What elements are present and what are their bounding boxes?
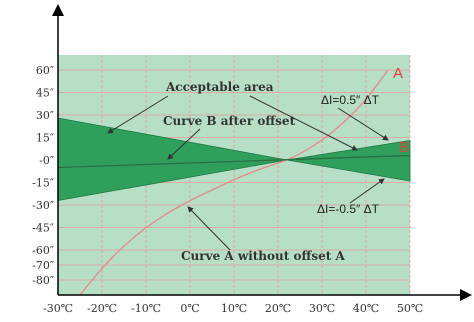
y-tick-label: -0″ xyxy=(39,154,54,167)
delta-pos-label: ΔI=0.5″ ΔT xyxy=(321,93,380,107)
arrow-curve-a xyxy=(187,206,231,251)
x-tick-label: 10℃ xyxy=(221,302,247,315)
arrow-delta-neg xyxy=(349,178,385,204)
y-tick-label: 30″ xyxy=(36,109,54,122)
y-tick-labels: 60″ 45″ 30″ 15″ -0″ -15″ -30″ -45″ -60″ -70″ -80″ xyxy=(32,64,54,287)
x-tick-label: 40℃ xyxy=(353,302,379,315)
curve-b-label: Curve B after offset xyxy=(163,114,296,128)
y-tick-label: 15″ xyxy=(36,132,54,145)
x-tick-label: 30℃ xyxy=(309,302,335,315)
y-tick-label: -80″ xyxy=(32,274,54,287)
delta-neg-label: ΔI=-0.5″ ΔT xyxy=(317,202,380,216)
x-tick-label: -10℃ xyxy=(131,302,161,315)
x-tick-labels: -30℃ -20℃ -10℃ 0℃ 10℃ 20℃ 30℃ 40℃ 50℃ xyxy=(43,302,423,315)
y-tick-label: 60″ xyxy=(36,64,54,77)
x-tick-label: 50℃ xyxy=(397,302,423,315)
x-tick-label: 0℃ xyxy=(180,302,199,315)
annotation-arrows xyxy=(107,95,389,251)
x-tick-label: -30℃ xyxy=(43,302,73,315)
y-tick-label: -60″ xyxy=(32,244,54,257)
y-tick-label: -30″ xyxy=(32,199,54,212)
series-b-label: B xyxy=(399,139,409,156)
curve-a-line xyxy=(79,69,389,296)
arrow-acceptable-right xyxy=(249,95,358,151)
x-tick-label: -20℃ xyxy=(87,302,117,315)
curve-a-label: Curve A without offset A xyxy=(181,249,345,263)
arrow-delta-pos xyxy=(337,107,389,141)
arrow-acceptable-left xyxy=(107,95,169,134)
series-a-label: A xyxy=(393,65,403,82)
x-tick-label: 20℃ xyxy=(265,302,291,315)
curve-b-line xyxy=(57,154,411,169)
y-tick-label: -15″ xyxy=(32,177,54,190)
y-tick-label: 45″ xyxy=(36,87,54,100)
arrow-curve-b xyxy=(167,128,201,160)
y-tick-label: -45″ xyxy=(32,222,54,235)
y-tick-label: -70″ xyxy=(32,259,54,272)
grid-lines xyxy=(57,55,411,295)
acceptable-area-label: Acceptable area xyxy=(165,80,274,94)
